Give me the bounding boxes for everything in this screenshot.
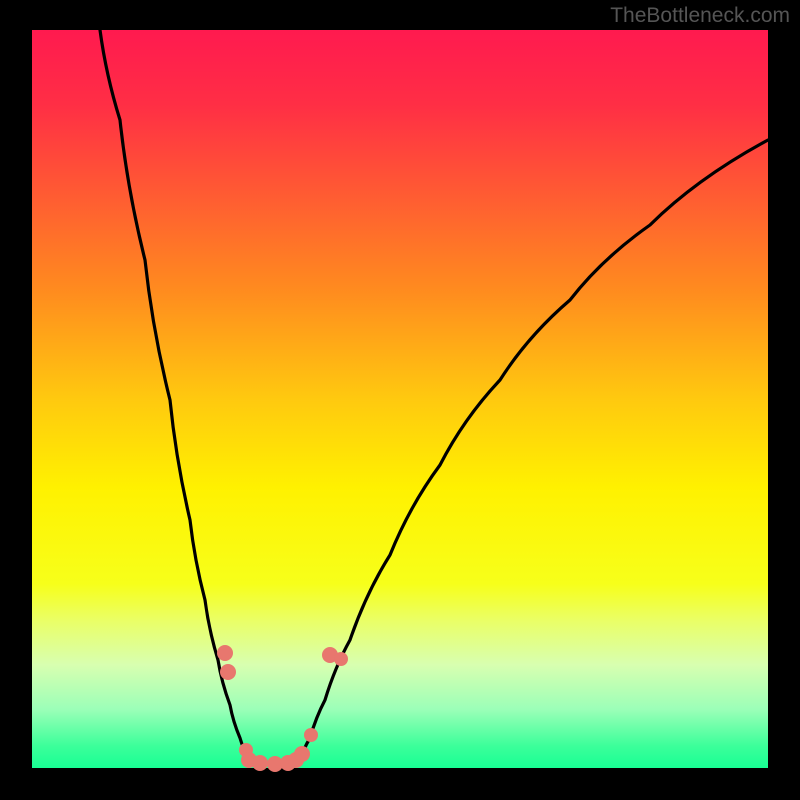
plot-background-gradient	[32, 30, 768, 768]
bottleneck-curve-chart	[0, 0, 800, 800]
data-point	[294, 746, 310, 762]
data-point	[252, 755, 268, 771]
data-point	[304, 728, 318, 742]
data-point	[217, 645, 233, 661]
data-point	[220, 664, 236, 680]
chart-frame: TheBottleneck.com	[0, 0, 800, 800]
watermark-text: TheBottleneck.com	[610, 4, 790, 28]
data-point	[334, 652, 348, 666]
